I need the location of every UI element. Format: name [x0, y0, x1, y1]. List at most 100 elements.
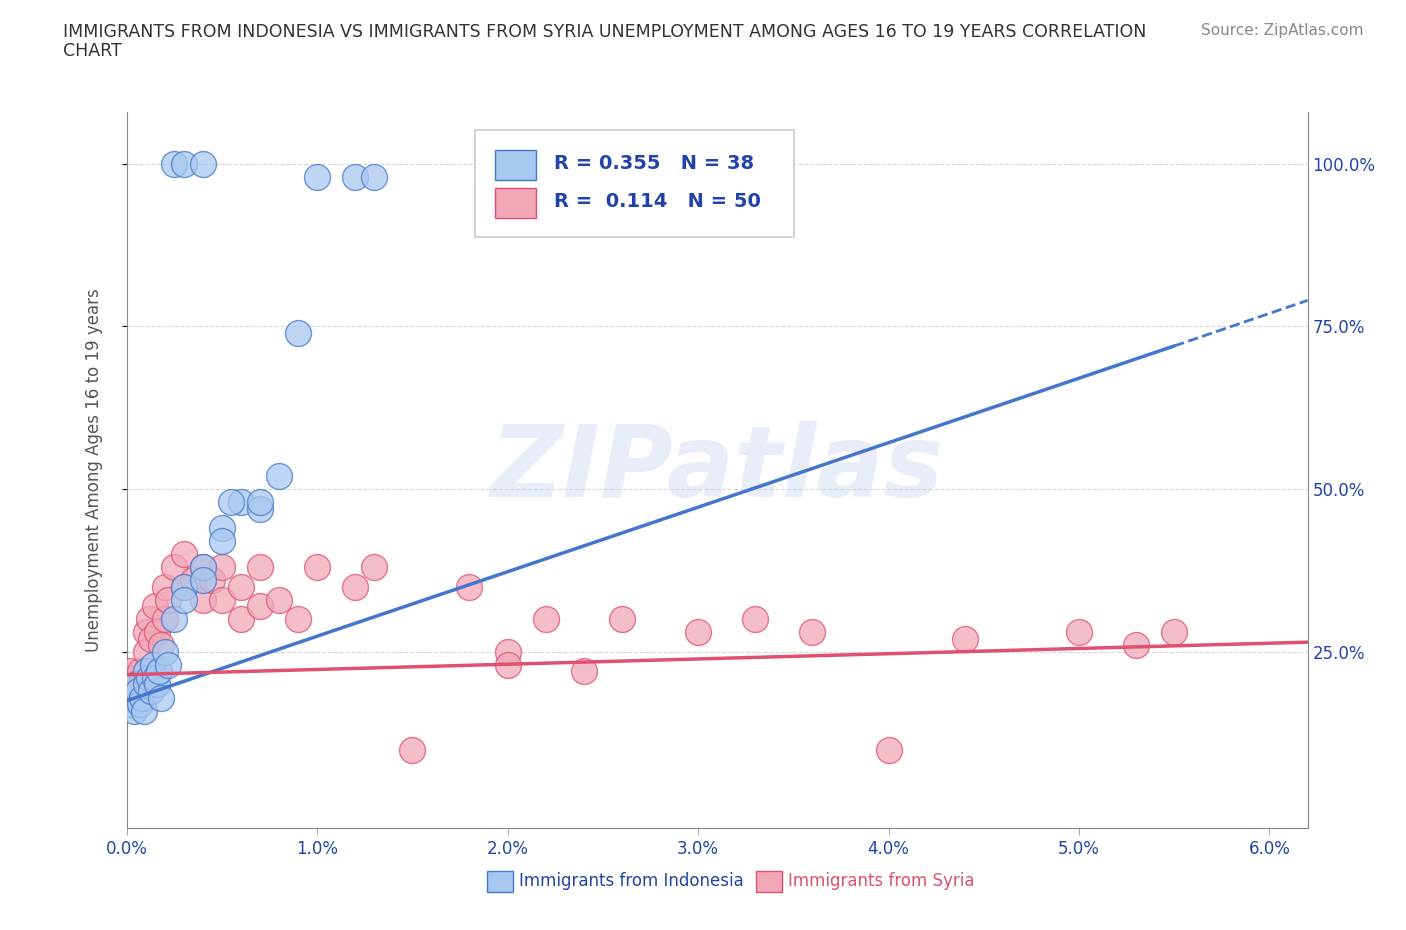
Point	[127, 684, 149, 698]
Point	[229, 612, 252, 627]
Point	[128, 697, 150, 711]
Point	[125, 671, 148, 685]
Point	[125, 677, 148, 692]
Point	[953, 631, 976, 646]
Point	[1125, 638, 1147, 653]
Point	[211, 560, 233, 575]
Point	[135, 664, 157, 679]
Point	[191, 592, 214, 607]
Point	[249, 501, 271, 516]
Point	[229, 495, 252, 510]
Point	[131, 690, 153, 705]
Point	[229, 579, 252, 594]
Text: R = 0.355   N = 38: R = 0.355 N = 38	[554, 154, 754, 173]
Point	[148, 664, 170, 679]
Point	[120, 664, 142, 679]
Point	[211, 592, 233, 607]
Point	[143, 599, 166, 614]
Point	[138, 612, 160, 627]
Point	[344, 579, 367, 594]
Point	[305, 169, 328, 184]
Point	[146, 677, 169, 692]
Point	[141, 684, 163, 698]
Point	[201, 573, 224, 588]
Point	[157, 592, 180, 607]
Point	[744, 612, 766, 627]
Point	[191, 156, 214, 171]
Bar	[495, 188, 536, 218]
Point	[610, 612, 633, 627]
Point	[149, 638, 172, 653]
Text: R =  0.114   N = 50: R = 0.114 N = 50	[554, 193, 761, 211]
Point	[173, 579, 195, 594]
Point	[401, 742, 423, 757]
Point	[122, 690, 145, 705]
Point	[138, 671, 160, 685]
Text: IMMIGRANTS FROM INDONESIA VS IMMIGRANTS FROM SYRIA UNEMPLOYMENT AMONG AGES 16 TO: IMMIGRANTS FROM INDONESIA VS IMMIGRANTS …	[63, 23, 1147, 41]
Point	[496, 644, 519, 659]
Point	[121, 677, 143, 692]
Point	[191, 573, 214, 588]
Point	[1163, 625, 1185, 640]
Point	[149, 690, 172, 705]
Point	[173, 592, 195, 607]
Point	[153, 579, 176, 594]
Point	[157, 658, 180, 672]
Point	[153, 644, 176, 659]
Point	[801, 625, 824, 640]
Point	[344, 169, 367, 184]
Point	[363, 169, 385, 184]
Point	[163, 612, 186, 627]
Point	[173, 547, 195, 562]
Point	[305, 560, 328, 575]
Point	[221, 495, 243, 510]
Point	[128, 664, 150, 679]
Text: Immigrants from Indonesia: Immigrants from Indonesia	[519, 872, 744, 890]
Point	[572, 664, 595, 679]
Point	[287, 612, 309, 627]
Point	[142, 658, 165, 672]
Point	[120, 697, 142, 711]
Point	[127, 684, 149, 698]
Point	[191, 560, 214, 575]
Point	[135, 677, 157, 692]
Point	[143, 671, 166, 685]
Point	[496, 658, 519, 672]
Point	[211, 534, 233, 549]
Point	[534, 612, 557, 627]
FancyBboxPatch shape	[475, 129, 794, 237]
Point	[211, 521, 233, 536]
Text: Immigrants from Syria: Immigrants from Syria	[787, 872, 974, 890]
Point	[363, 560, 385, 575]
Point	[146, 625, 169, 640]
Point	[287, 326, 309, 340]
Text: Source: ZipAtlas.com: Source: ZipAtlas.com	[1201, 23, 1364, 38]
Point	[135, 644, 157, 659]
Text: ZIPatlas: ZIPatlas	[491, 421, 943, 518]
Point	[267, 592, 290, 607]
Point	[163, 560, 186, 575]
Point	[135, 625, 157, 640]
Point	[458, 579, 481, 594]
Bar	[495, 150, 536, 179]
Text: CHART: CHART	[63, 42, 122, 60]
Point	[181, 573, 204, 588]
Point	[121, 690, 143, 705]
Point	[122, 703, 145, 718]
Point	[249, 560, 271, 575]
Point	[163, 156, 186, 171]
Point	[153, 612, 176, 627]
Point	[173, 156, 195, 171]
Point	[249, 599, 271, 614]
Point	[249, 495, 271, 510]
Point	[141, 631, 163, 646]
Y-axis label: Unemployment Among Ages 16 to 19 years: Unemployment Among Ages 16 to 19 years	[84, 287, 103, 652]
Point	[132, 703, 155, 718]
Point	[117, 677, 139, 692]
Point	[1067, 625, 1090, 640]
Point	[173, 579, 195, 594]
Point	[267, 469, 290, 484]
Bar	[486, 870, 513, 892]
Point	[877, 742, 900, 757]
Point	[191, 560, 214, 575]
